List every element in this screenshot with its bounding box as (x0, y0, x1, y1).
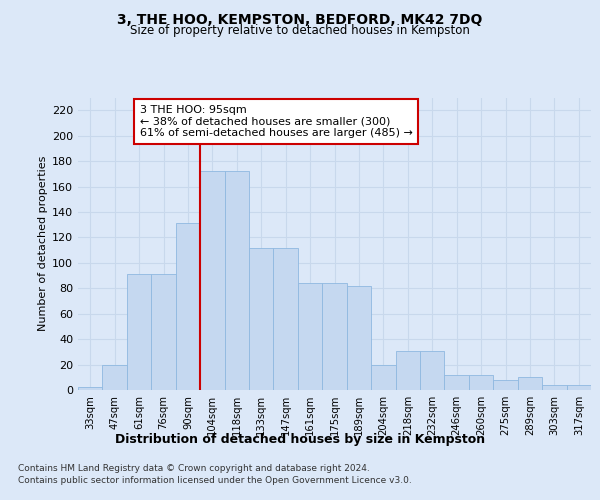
Bar (518, 378, 542, 390)
Bar (469, 374, 493, 390)
Bar (566, 385, 591, 390)
Bar (151, 274, 176, 390)
Bar (176, 224, 200, 390)
Bar (395, 350, 420, 390)
Bar (274, 248, 298, 390)
Bar (493, 380, 518, 390)
Y-axis label: Number of detached properties: Number of detached properties (38, 156, 48, 332)
Bar (322, 283, 347, 390)
Text: Contains public sector information licensed under the Open Government Licence v3: Contains public sector information licen… (18, 476, 412, 485)
Bar (78, 388, 103, 390)
Bar (542, 385, 566, 390)
Bar (200, 172, 224, 390)
Text: 3, THE HOO, KEMPSTON, BEDFORD, MK42 7DQ: 3, THE HOO, KEMPSTON, BEDFORD, MK42 7DQ (118, 12, 482, 26)
Text: Contains HM Land Registry data © Crown copyright and database right 2024.: Contains HM Land Registry data © Crown c… (18, 464, 370, 473)
Bar (224, 172, 249, 390)
Bar (445, 374, 469, 390)
Bar (249, 248, 274, 390)
Text: 3 THE HOO: 95sqm
← 38% of detached houses are smaller (300)
61% of semi-detached: 3 THE HOO: 95sqm ← 38% of detached house… (140, 105, 412, 138)
Bar (420, 350, 445, 390)
Text: Distribution of detached houses by size in Kempston: Distribution of detached houses by size … (115, 432, 485, 446)
Text: Size of property relative to detached houses in Kempston: Size of property relative to detached ho… (130, 24, 470, 37)
Bar (347, 286, 371, 390)
Bar (298, 283, 322, 390)
Bar (127, 274, 151, 390)
Bar (103, 364, 127, 390)
Bar (371, 364, 395, 390)
